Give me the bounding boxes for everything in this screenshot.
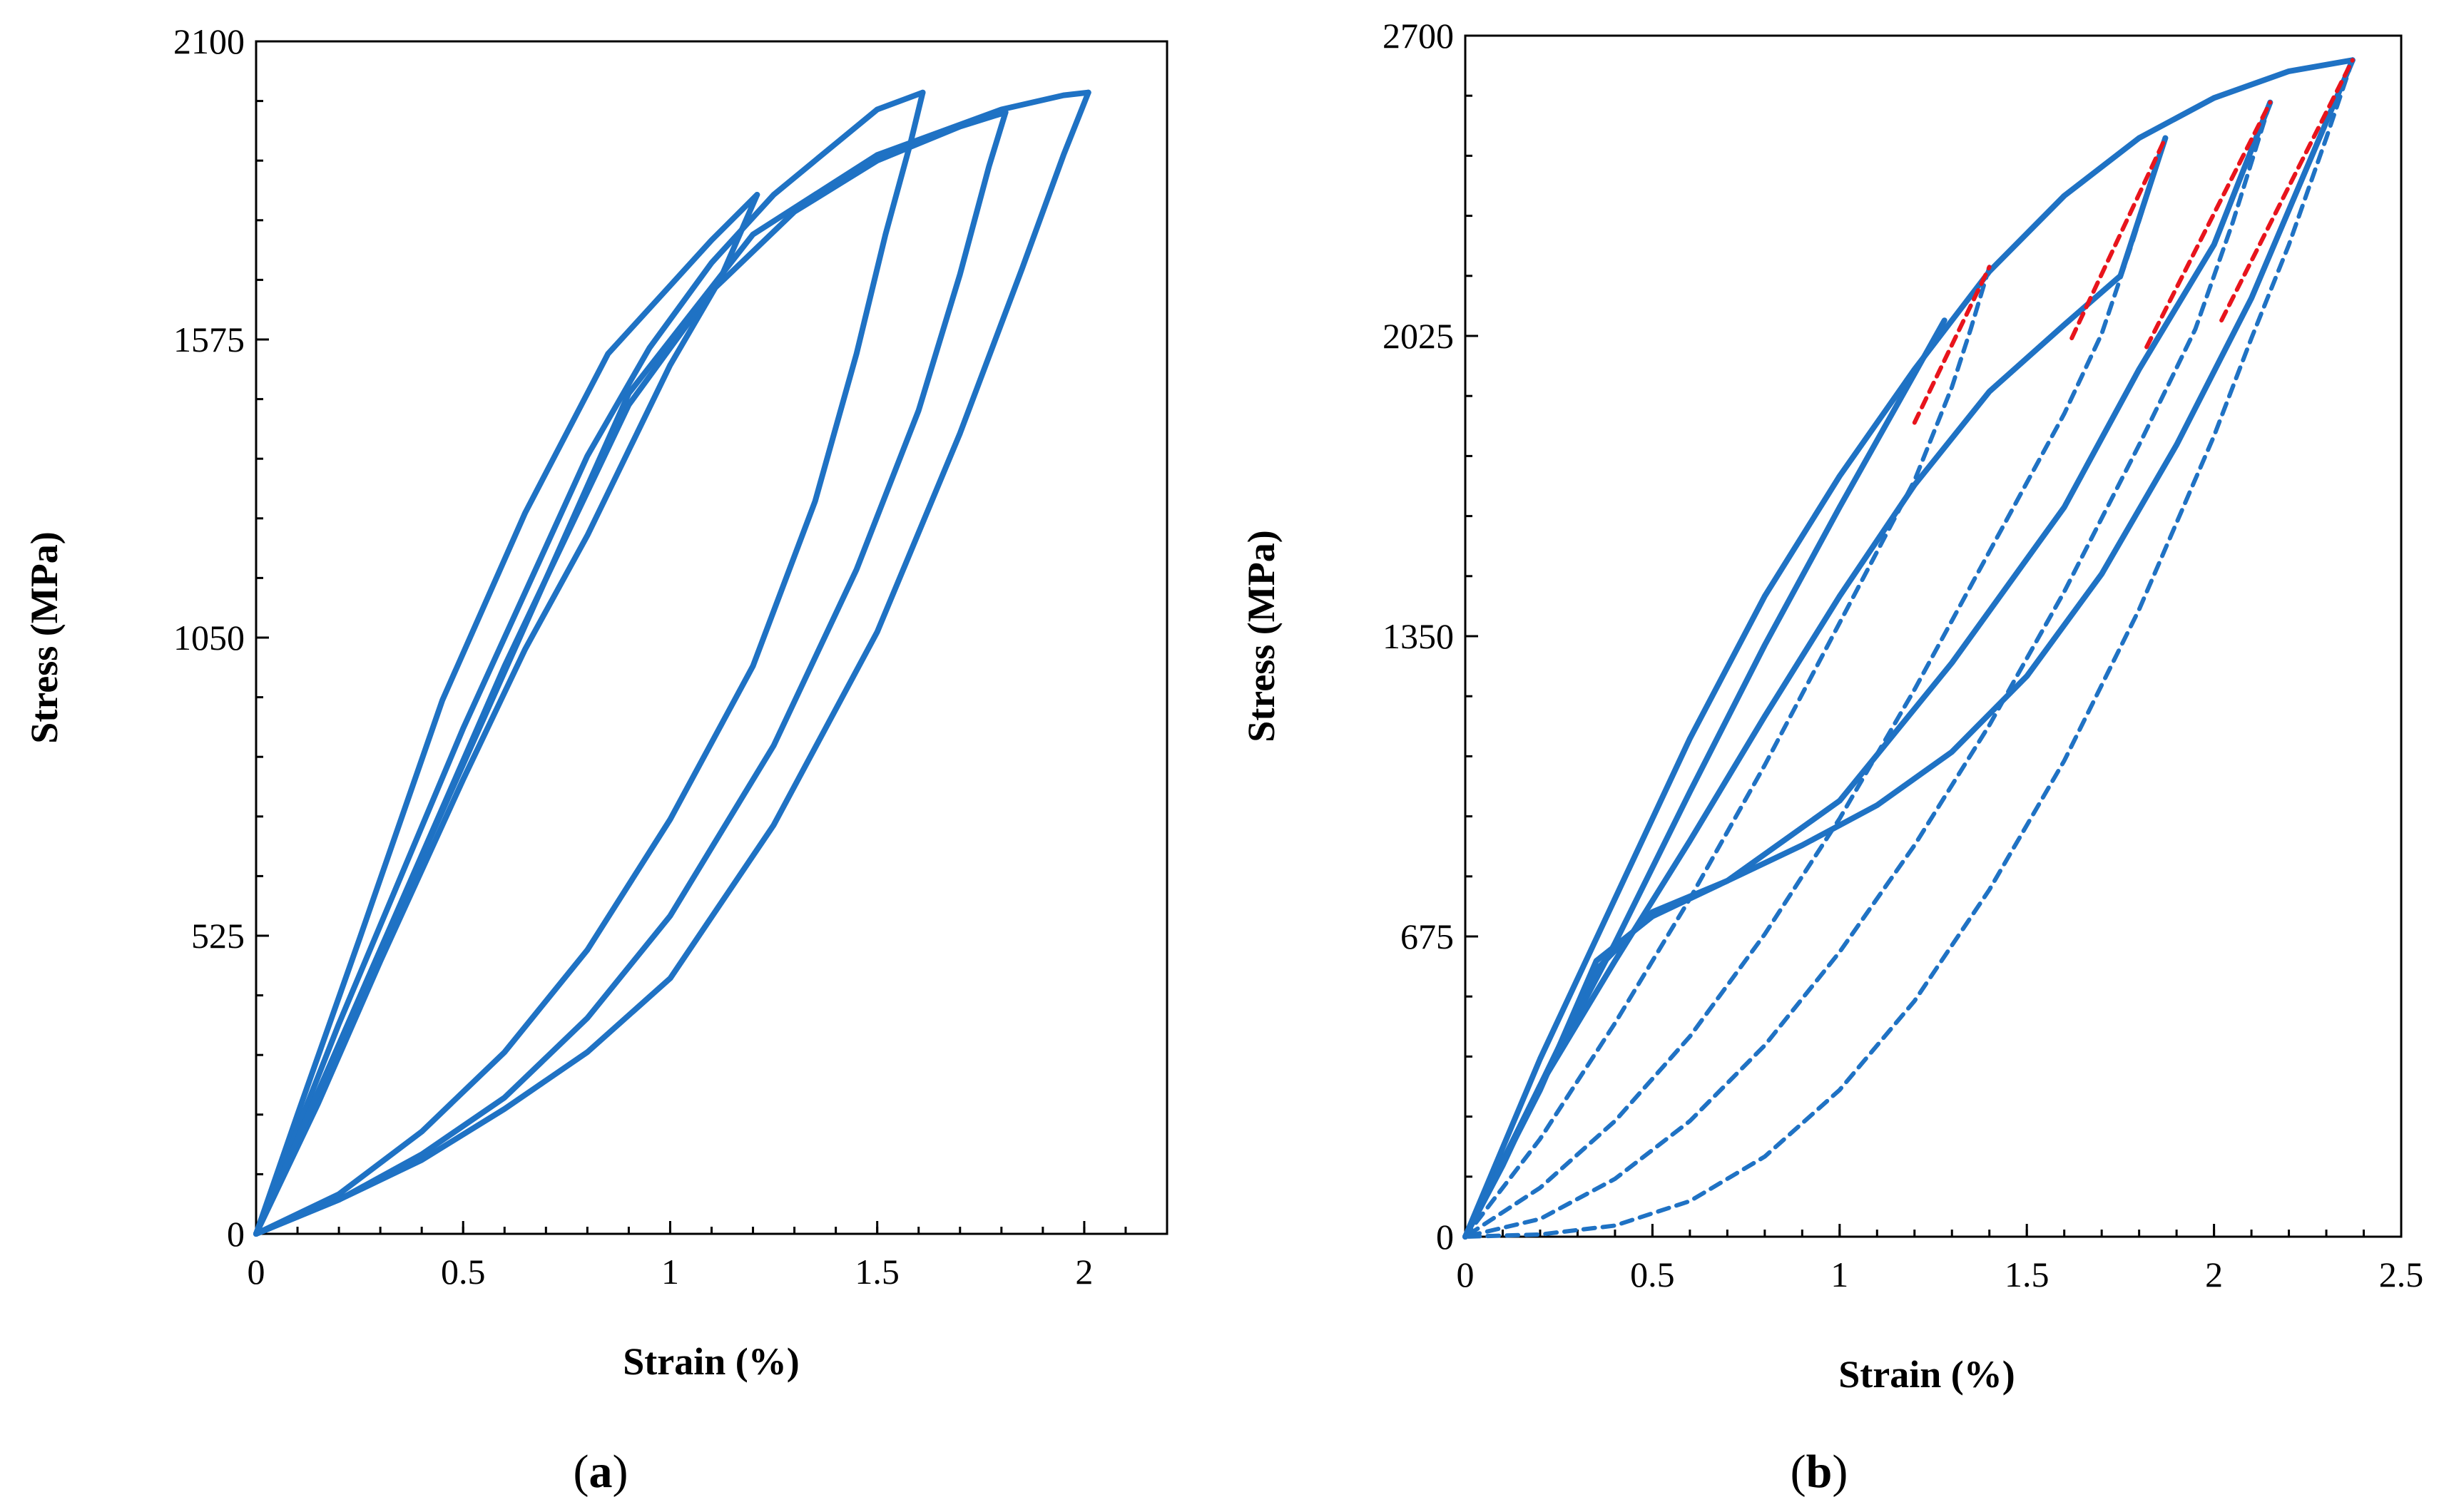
- x-tick-label-b-3: 1.5: [2005, 1255, 2050, 1294]
- y-tick-label-a-0: 0: [227, 1214, 245, 1254]
- panel-label-a: (a): [574, 1446, 628, 1498]
- plot-area-frame-a: [255, 40, 1168, 1235]
- tick-marks-b: [1464, 34, 2403, 1238]
- tick-marks-a: [255, 40, 1168, 1235]
- plot-area-frame-b: [1464, 34, 2403, 1238]
- series-line-a-1: [253, 192, 760, 1237]
- series-line-b-4: [1463, 136, 2168, 1239]
- series-line-b-7: [1462, 57, 2356, 1240]
- series-line-b-12: [2219, 58, 2355, 323]
- y-tick-label-a-4: 2100: [173, 21, 245, 61]
- x-tick-label-a-0: 0: [248, 1252, 265, 1292]
- series-line-b-9: [1912, 265, 1992, 425]
- x-tick-label-a-4: 2: [1075, 1252, 1093, 1292]
- panel-letter-a: a: [589, 1446, 613, 1498]
- y-tick-label-a-3: 1575: [173, 320, 245, 359]
- y-tick-label-b-2: 1350: [1383, 616, 1454, 656]
- series-line-a-3: [253, 89, 926, 1237]
- x-tick-label-b-4: 2: [2205, 1255, 2223, 1294]
- x-tick-label-a-2: 1: [661, 1252, 679, 1292]
- series-line-a-7: [253, 89, 1091, 1237]
- series-line-b-3: [1462, 135, 2169, 1240]
- series-group-a: [253, 89, 1091, 1237]
- series-line-b-2: [1463, 265, 1992, 1239]
- series-line-a-2: [253, 89, 926, 1237]
- x-axis-title-b: Strain (%): [1838, 1353, 2015, 1396]
- panel-letter-b: b: [1806, 1446, 1833, 1498]
- series-line-b-10: [2069, 136, 2168, 341]
- x-tick-label-b-2: 1: [1830, 1255, 1848, 1294]
- x-tick-label-a-3: 1.5: [855, 1252, 900, 1292]
- series-line-a-4: [253, 109, 1009, 1237]
- series-line-b-8: [1463, 58, 2355, 1239]
- series-line-a-6: [253, 89, 1091, 1237]
- series-line-b-6: [1463, 100, 2273, 1239]
- y-tick-label-a-2: 1050: [173, 618, 245, 658]
- y-tick-label-a-1: 525: [191, 916, 245, 956]
- x-axis-title-a: Strain (%): [623, 1340, 799, 1383]
- y-tick-label-b-4: 2700: [1383, 16, 1454, 56]
- x-tick-label-b-0: 0: [1457, 1255, 1475, 1294]
- series-group-b: [1462, 57, 2356, 1240]
- tick-labels-b: 0 0.5 1 1.5 2 2.5 0 675 1350 2025 2700: [1383, 16, 2423, 1294]
- series-line-b-11: [2144, 100, 2273, 349]
- series-line-a-0: [253, 192, 760, 1237]
- chart-panel-a: 0 0.5 1 1.5 2 0 525 1050 1575 2100 Strain (%) Str…: [23, 21, 1168, 1498]
- y-axis-title-a: Stress (MPa): [23, 531, 66, 743]
- panel-label-b: (b): [1791, 1446, 1848, 1498]
- y-tick-label-b-1: 675: [1400, 916, 1454, 956]
- tick-labels-a: 0 0.5 1 1.5 2 0 525 1050 1575 2100: [173, 21, 1093, 1292]
- y-tick-label-b-0: 0: [1436, 1217, 1454, 1257]
- y-axis-title-b: Stress (MPa): [1240, 530, 1283, 742]
- x-tick-label-b-1: 0.5: [1630, 1255, 1675, 1294]
- x-tick-label-a-1: 0.5: [441, 1252, 486, 1292]
- y-tick-label-b-3: 2025: [1383, 316, 1454, 356]
- x-tick-label-b-5: 2.5: [2379, 1255, 2424, 1294]
- series-line-a-5: [253, 109, 1009, 1237]
